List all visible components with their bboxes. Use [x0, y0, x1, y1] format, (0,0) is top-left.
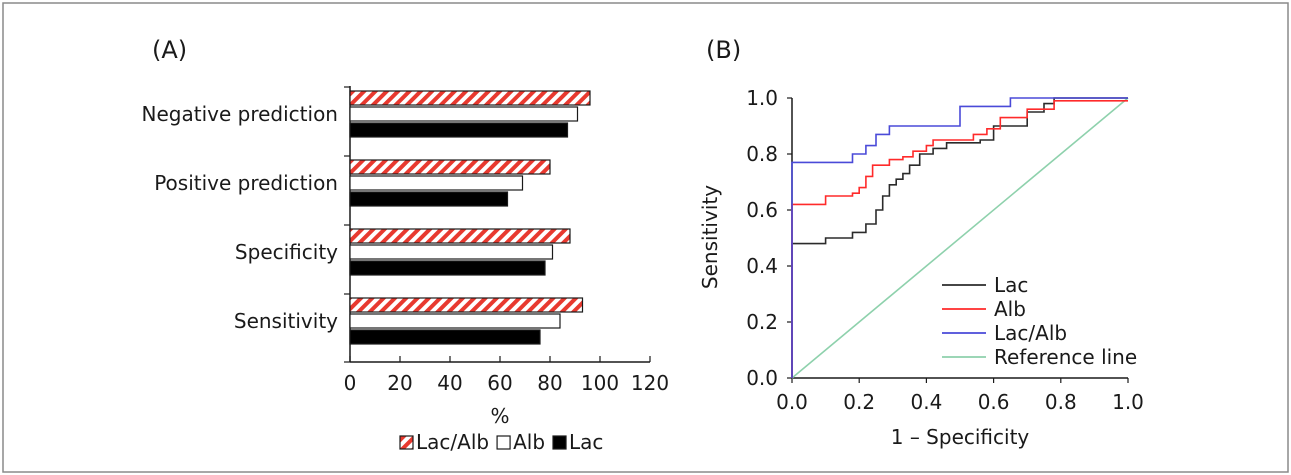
bar-chart-labels: 0 20 40 60 80 100 120 Negative prediction Positi… — [142, 102, 670, 395]
bar-alb-3 — [349, 313, 561, 329]
roc-chart-x-tick-label: 0.8 — [1045, 390, 1077, 414]
bar-alb-0 — [349, 106, 579, 122]
bar-alb-1 — [349, 175, 524, 191]
bar-chart-category-label: Positive prediction — [154, 171, 338, 195]
bar-chart-x-tick-label: 0 — [344, 371, 357, 395]
bar-lac-alb-1 — [349, 159, 551, 175]
bar-chart-x-axis-title: % — [490, 404, 509, 428]
bar-lac-2 — [349, 260, 546, 276]
roc-chart-y-tick-label: 0.0 — [746, 366, 778, 390]
legend-label: Lac — [569, 430, 603, 454]
roc-chart-y-tick-label: 0.2 — [746, 310, 778, 334]
bar-alb-2 — [349, 244, 554, 260]
legend-label: Lac/Alb — [416, 430, 489, 454]
roc-chart-x-tick-label: 0.0 — [776, 390, 808, 414]
roc-line-alb — [791, 100, 1128, 378]
bar-chart-category-label: Negative prediction — [142, 102, 338, 126]
roc-chart-lines — [791, 97, 1129, 379]
bar-chart-x-tick-label: 40 — [437, 371, 462, 395]
bar-lac-3 — [349, 329, 541, 345]
bar-chart-x-tick-label: 80 — [537, 371, 562, 395]
bar-chart-x-tick-label: 20 — [387, 371, 412, 395]
roc-legend-label: Reference line — [994, 345, 1137, 369]
bar-chart-legend: Lac/Alb Alb Lac — [399, 430, 603, 454]
roc-legend-label: Lac — [994, 273, 1028, 297]
bar-chart-x-tick-label: 100 — [581, 371, 619, 395]
legend-swatch-alb — [496, 435, 511, 450]
bar-lac-alb-3 — [349, 297, 584, 313]
roc-legend-label: Lac/Alb — [994, 321, 1067, 345]
roc-line-lac-alb — [791, 97, 1128, 378]
legend-label: Alb — [513, 430, 545, 454]
roc-chart-y-axis-title: Sensitivity — [698, 185, 722, 289]
panel-label-b: (B) — [706, 36, 741, 64]
roc-chart-x-tick-label: 0.2 — [843, 390, 875, 414]
roc-chart-x-axis-title: 1 – Specificity — [891, 425, 1030, 449]
roc-legend-label: Alb — [994, 297, 1026, 321]
roc-chart-x-tick-label: 0.6 — [978, 390, 1010, 414]
bar-chart-panel: (A) 0 20 40 60 80 100 120 Negative prediction Po… — [142, 36, 670, 454]
roc-line-reference-line — [791, 97, 1129, 379]
roc-chart-y-tick-label: 1.0 — [746, 86, 778, 110]
legend-swatch-lac — [552, 435, 567, 450]
bar-chart-category-label: Specificity — [235, 240, 338, 264]
roc-chart-y-tick-label: 0.4 — [746, 254, 778, 278]
bar-lac-0 — [349, 122, 569, 138]
roc-line-lac — [791, 97, 1128, 378]
bar-chart-bars — [349, 90, 591, 345]
legend-swatch-lac-alb — [399, 435, 414, 450]
roc-chart-y-tick-label: 0.8 — [746, 142, 778, 166]
bar-chart-x-tick-label: 60 — [487, 371, 512, 395]
bar-chart-category-label: Sensitivity — [234, 309, 338, 333]
bar-lac-1 — [349, 191, 509, 207]
roc-chart-labels: 0.0 0.2 0.4 0.6 0.8 1.0 0.0 0.2 0.4 0.6 0.8 1.0 — [746, 86, 1144, 414]
panel-label-a: (A) — [152, 36, 187, 64]
roc-chart-x-tick-label: 0.4 — [910, 390, 942, 414]
bar-chart-x-tick-label: 120 — [631, 371, 669, 395]
roc-chart-x-tick-label: 1.0 — [1112, 390, 1144, 414]
roc-chart-y-tick-label: 0.6 — [746, 198, 778, 222]
bar-lac-alb-0 — [349, 90, 591, 106]
bar-lac-alb-2 — [349, 228, 571, 244]
roc-chart-panel: (B) 0.0 0.2 0.4 0.6 0.8 1.0 0.0 0.2 0.4 0.6 0.8 1.0… — [698, 36, 1144, 449]
